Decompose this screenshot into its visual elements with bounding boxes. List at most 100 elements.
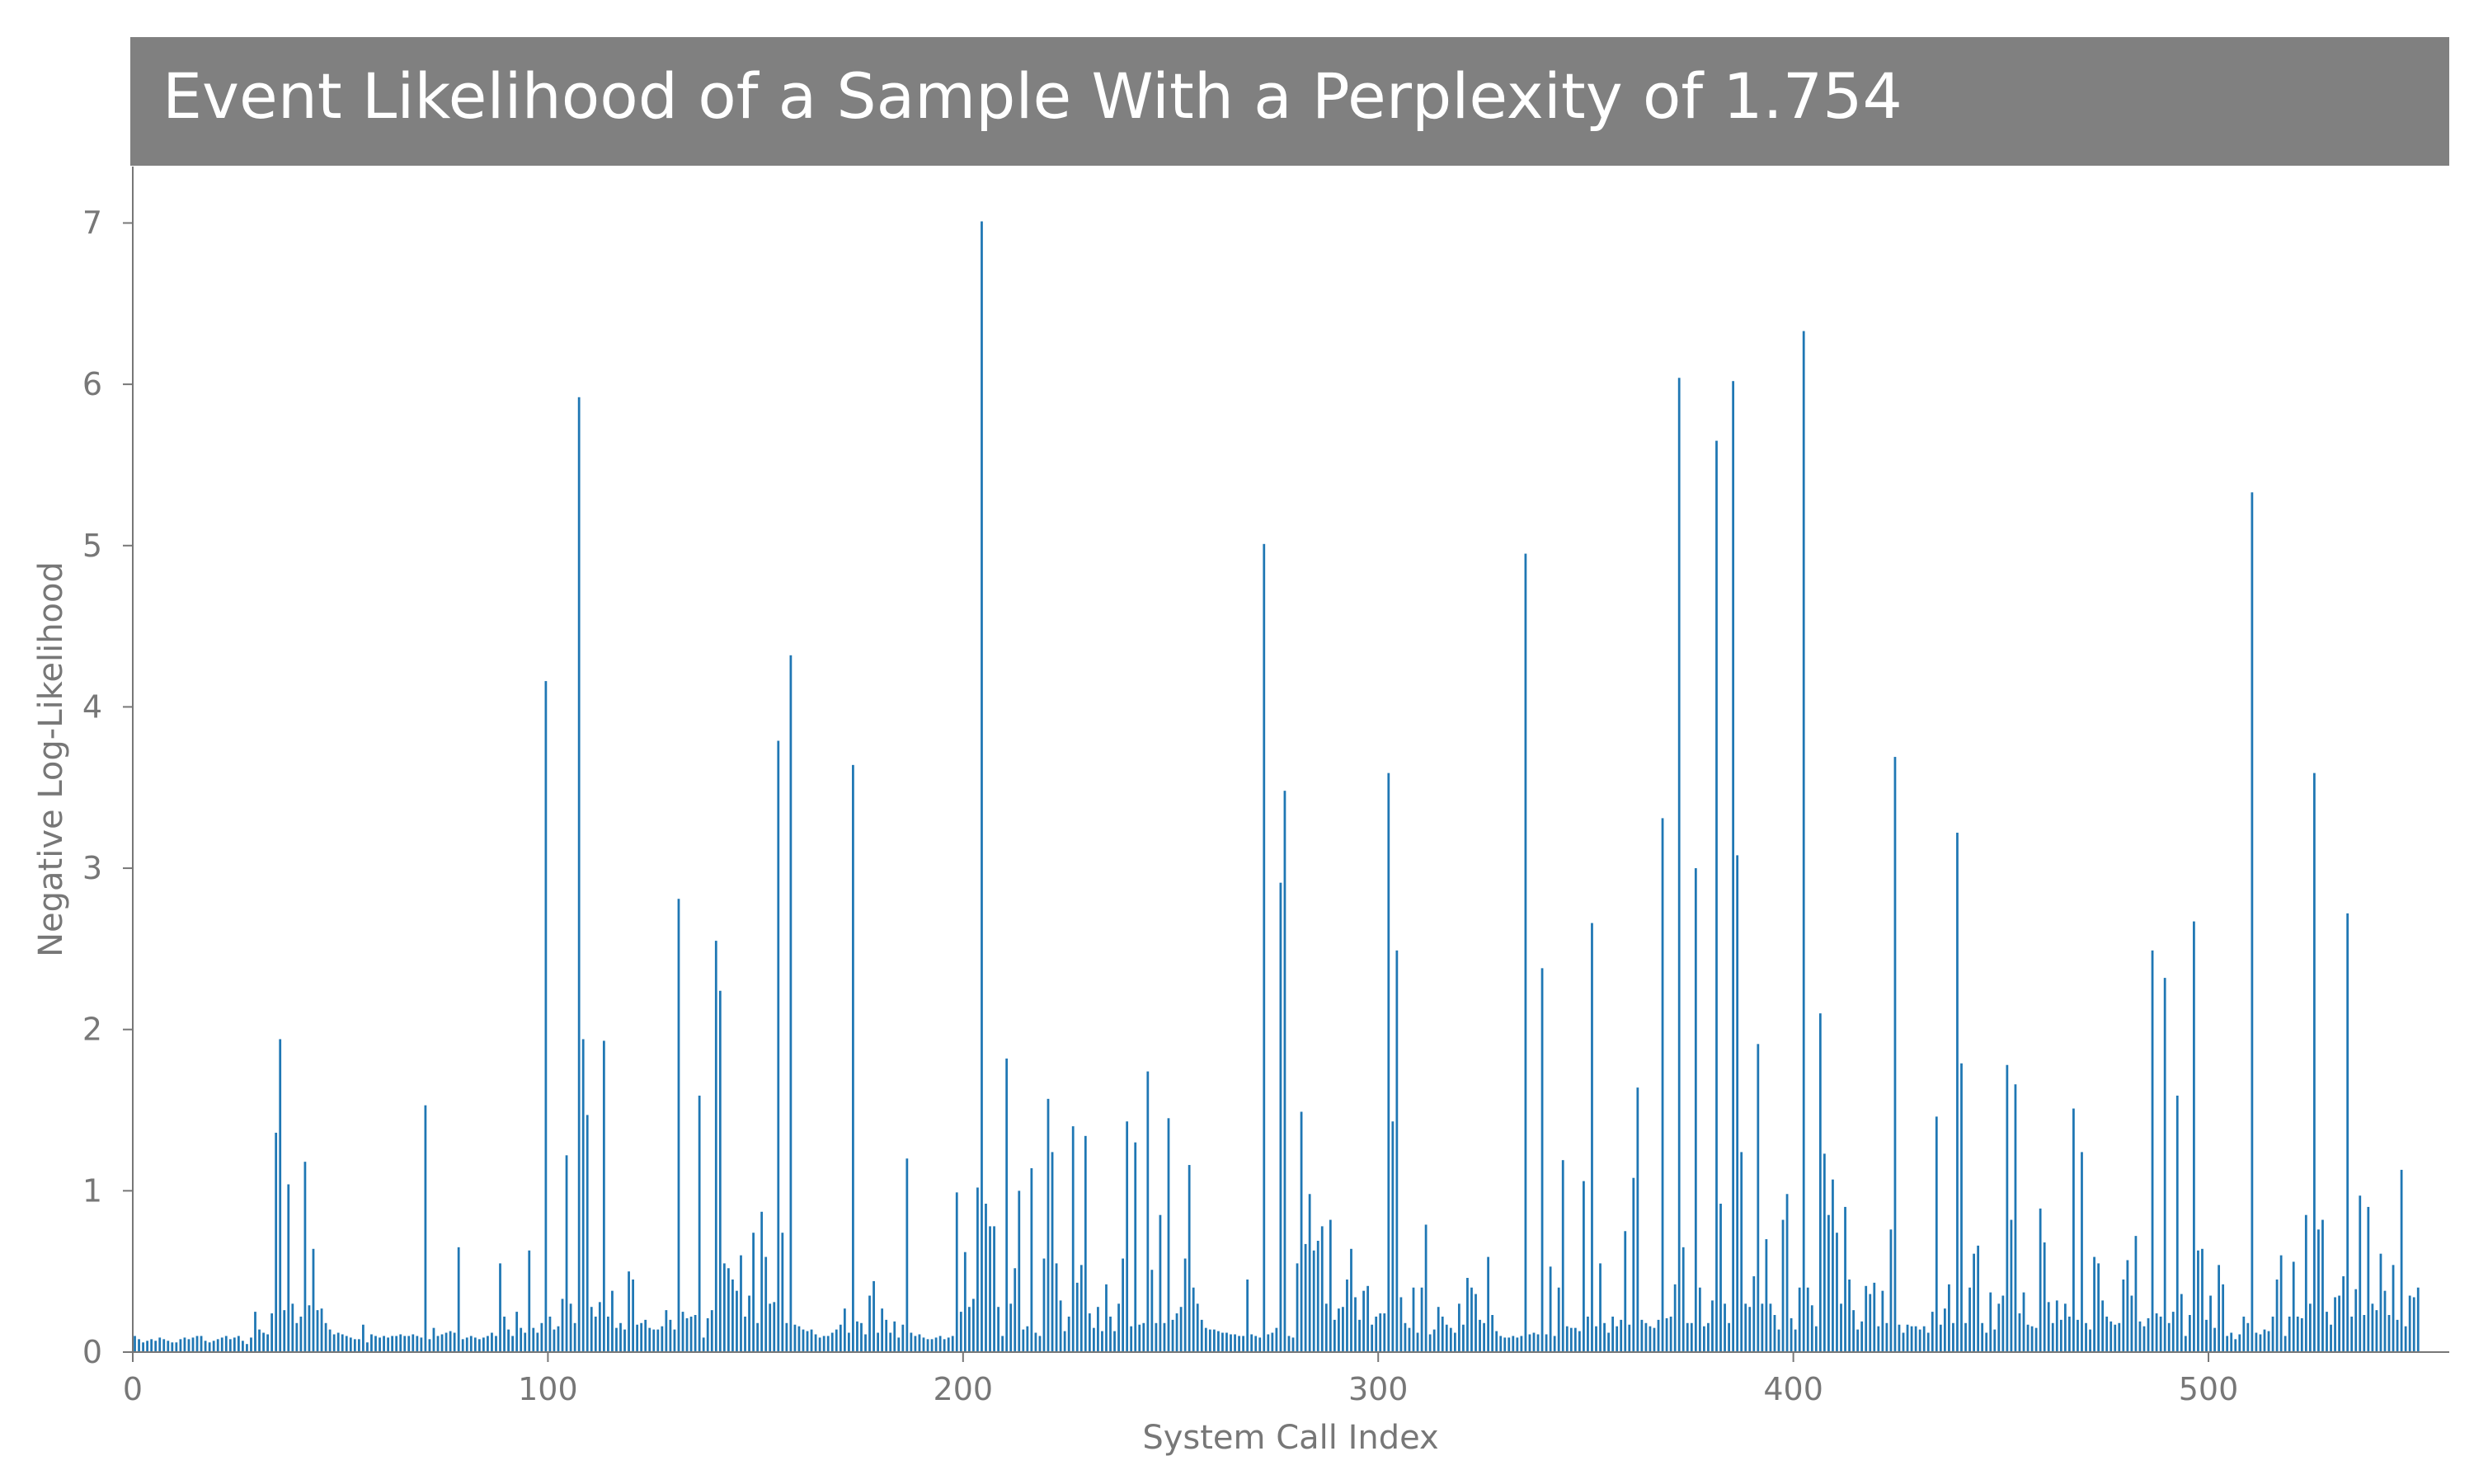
bar: [2163, 978, 2166, 1352]
bar: [910, 1332, 913, 1352]
bar: [2180, 1294, 2183, 1352]
bar: [507, 1329, 510, 1352]
bar: [1964, 1322, 1967, 1352]
bar: [1387, 773, 1390, 1352]
bar: [291, 1303, 294, 1352]
bar: [1885, 1322, 1888, 1352]
bar: [997, 1307, 999, 1352]
bar: [1320, 1226, 1324, 1352]
bar: [220, 1337, 223, 1352]
bar: [1300, 1111, 1303, 1352]
bar: [839, 1324, 842, 1352]
bar: [918, 1334, 921, 1352]
bar: [1308, 1194, 1311, 1352]
bar: [1063, 1331, 1066, 1352]
bar: [2242, 1316, 2246, 1352]
bar: [2321, 1219, 2324, 1352]
bar: [943, 1339, 946, 1352]
bar: [1968, 1287, 1971, 1352]
bar: [1769, 1303, 1772, 1352]
bar: [1814, 1326, 1818, 1352]
bar: [1018, 1190, 1021, 1352]
bar: [1661, 818, 1664, 1352]
bar: [1748, 1307, 1752, 1352]
bar: [1852, 1310, 1855, 1352]
bar: [1371, 1324, 1374, 1352]
bar: [258, 1329, 261, 1352]
bar: [2334, 1297, 2336, 1352]
bar: [383, 1336, 385, 1352]
x-tick-label: 500: [2179, 1371, 2239, 1407]
bar: [1246, 1279, 1249, 1352]
bar: [2130, 1295, 2133, 1352]
bar: [835, 1329, 838, 1352]
bar: [528, 1250, 531, 1352]
bar: [1757, 1044, 1760, 1352]
bar: [553, 1329, 556, 1352]
bar: [731, 1279, 734, 1352]
bar: [1632, 1177, 1635, 1352]
bar: [1931, 1312, 1934, 1352]
bar: [2263, 1329, 2266, 1352]
bar: [636, 1324, 639, 1352]
bar: [1981, 1322, 1984, 1352]
bar: [1840, 1303, 1842, 1352]
bar: [1628, 1324, 1631, 1352]
bar: [922, 1337, 925, 1352]
bar: [598, 1302, 601, 1352]
bar: [2001, 1295, 2005, 1352]
bar: [1071, 1126, 1075, 1352]
bar: [830, 1332, 834, 1352]
bar: [1603, 1322, 1606, 1352]
bar: [2238, 1334, 2241, 1352]
bar: [134, 1336, 136, 1352]
bar: [1142, 1322, 1145, 1352]
bar: [345, 1336, 348, 1352]
bar: [2085, 1322, 2087, 1352]
bar: [2304, 1214, 2307, 1352]
bar: [1441, 1316, 1444, 1352]
bar: [2375, 1310, 2378, 1352]
bar: [852, 764, 854, 1352]
bar: [2300, 1317, 2303, 1352]
bar: [158, 1337, 162, 1352]
bar: [760, 1211, 764, 1352]
bar: [797, 1326, 801, 1352]
bar: [424, 1105, 427, 1352]
bar: [793, 1324, 797, 1352]
bar: [1163, 1322, 1166, 1352]
bar: [669, 1319, 672, 1352]
bar: [228, 1339, 232, 1352]
bar: [162, 1339, 166, 1352]
bar: [1744, 1303, 1747, 1352]
x-axis-title: System Call Index: [1142, 1419, 1438, 1457]
bar: [1620, 1319, 1623, 1352]
bar: [1412, 1287, 1415, 1352]
bar: [938, 1336, 942, 1352]
bar: [901, 1324, 905, 1352]
bar: [1117, 1303, 1120, 1352]
bar: [432, 1327, 435, 1352]
bar: [1881, 1290, 1884, 1352]
bar: [810, 1329, 813, 1352]
bar: [1093, 1327, 1095, 1352]
bar: [656, 1329, 660, 1352]
bar: [2072, 1108, 2075, 1352]
bar: [2043, 1242, 2046, 1352]
bar: [1677, 378, 1681, 1352]
bar: [1557, 1287, 1560, 1352]
bar: [1097, 1307, 1099, 1352]
bar: [457, 1247, 460, 1352]
bar: [561, 1298, 564, 1352]
bar: [1528, 1334, 1531, 1352]
bar: [2296, 1316, 2299, 1352]
bar: [2147, 1317, 2150, 1352]
bar: [2097, 1263, 2100, 1352]
bar: [1055, 1263, 1058, 1352]
bar: [511, 1336, 514, 1352]
bar: [2089, 1329, 2091, 1352]
bar: [611, 1290, 614, 1352]
bar: [1155, 1322, 1158, 1352]
bar: [2271, 1316, 2274, 1352]
bar: [2018, 1313, 2021, 1352]
